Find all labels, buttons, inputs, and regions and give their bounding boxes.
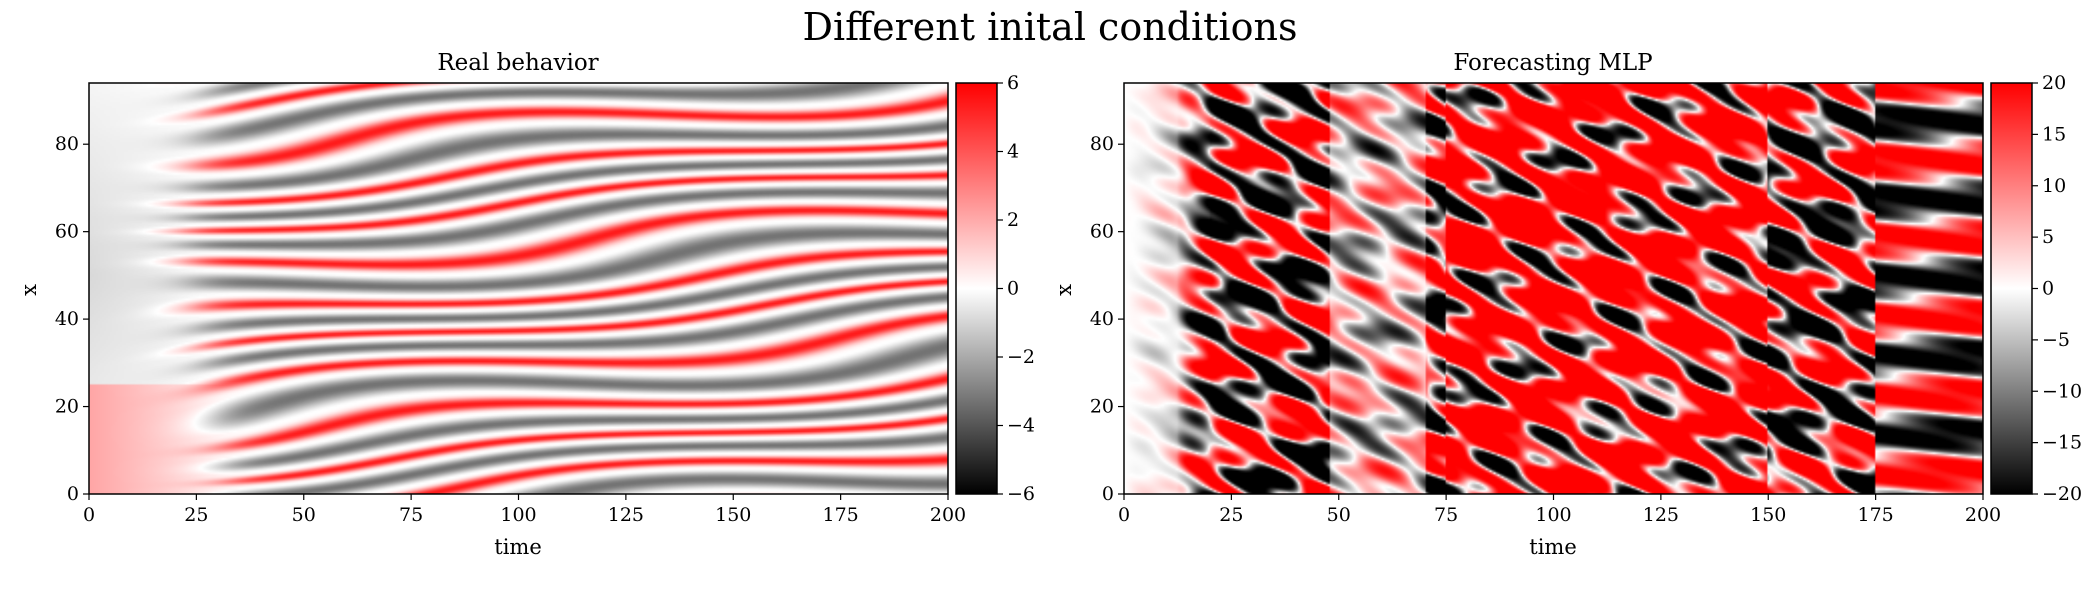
panel-forecasting-mlp: Forecasting MLP 0 25 50 75 100 125 150 175 20002…: [1052, 50, 2082, 559]
x-tick-label: 75: [399, 504, 423, 526]
y-tick-label: 80: [1090, 133, 1114, 155]
y-tick-label: 80: [55, 133, 79, 155]
y-tick-label: 60: [1090, 221, 1114, 243]
heatmap-image: [89, 83, 948, 494]
panel-title: Forecasting MLP: [1453, 50, 1652, 76]
colorbar-tick-label: −6: [1007, 483, 1035, 505]
x-tick-label: 75: [1434, 504, 1458, 526]
colorbar-ticks: −20 −15 −10 −5 0 5 10 15 20: [2032, 72, 2082, 505]
x-tick-label: 150: [1750, 504, 1786, 526]
y-tick-label: 20: [55, 396, 79, 418]
colorbar-tick-label: −20: [2042, 483, 2082, 505]
x-tick-label: 150: [715, 504, 751, 526]
panel-title: Real behavior: [437, 50, 598, 76]
colorbar-tick-label: 6: [1007, 72, 1019, 94]
x-tick-label: 50: [292, 504, 316, 526]
x-axis-label: time: [1529, 535, 1577, 559]
panel-real-behavior: Real behavior 0 25 50 75 100 125 150 175 2000204…: [17, 50, 1035, 559]
colorbar-tick-label: 0: [1007, 278, 1019, 300]
colorbar-tick-label: −5: [2042, 329, 2070, 351]
x-tick-label: 125: [608, 504, 644, 526]
y-tick-label: 20: [1090, 396, 1114, 418]
y-axis-label: x: [17, 284, 41, 296]
colorbar-tick-label: 0: [2042, 278, 2054, 300]
colorbar-tick-label: −2: [1007, 346, 1035, 368]
y-axis-label: x: [1052, 284, 1076, 296]
x-tick-label: 100: [500, 504, 536, 526]
colorbar-tick-label: −4: [1007, 415, 1035, 437]
colorbar-tick-label: 20: [2042, 72, 2066, 94]
y-tick-label: 40: [1090, 308, 1114, 330]
heatmap-image: [1124, 83, 1983, 494]
colorbar: [1990, 82, 2033, 495]
y-tick-label: 40: [55, 308, 79, 330]
x-tick-label: 25: [1219, 504, 1243, 526]
x-axis-label: time: [494, 535, 542, 559]
axis-ticks: 0 25 50 75 100 125 150 175 200 0 20 40 60 80: [55, 133, 966, 526]
colorbar-tick-label: 15: [2042, 123, 2066, 145]
y-tick-label: 0: [67, 483, 79, 505]
x-tick-label: 175: [822, 504, 858, 526]
colorbar: [955, 82, 998, 495]
x-tick-label: 125: [1643, 504, 1679, 526]
colorbar-tick-label: −15: [2042, 432, 2082, 454]
y-tick-label: 60: [55, 221, 79, 243]
colorbar-tick-label: 4: [1007, 141, 1019, 163]
colorbar-ticks: −6 −4 −2 0 2 4 6: [997, 72, 1035, 505]
y-tick-label: 0: [1102, 483, 1114, 505]
colorbar-tick-label: 5: [2042, 226, 2054, 248]
colorbar-tick-label: 2: [1007, 209, 1019, 231]
x-tick-label: 50: [1327, 504, 1351, 526]
x-tick-label: 0: [83, 504, 95, 526]
x-tick-label: 200: [1965, 504, 2001, 526]
colorbar-tick-label: 10: [2042, 175, 2066, 197]
colorbar-tick-label: −10: [2042, 380, 2082, 402]
figure-title: Different inital conditions: [803, 5, 1298, 49]
x-tick-label: 25: [184, 504, 208, 526]
x-tick-label: 0: [1118, 504, 1130, 526]
x-tick-label: 200: [930, 504, 966, 526]
x-tick-label: 175: [1857, 504, 1893, 526]
x-tick-label: 100: [1535, 504, 1571, 526]
axis-ticks: 0 25 50 75 100 125 150 175 200 0 20 40 60 80: [1090, 133, 2001, 526]
